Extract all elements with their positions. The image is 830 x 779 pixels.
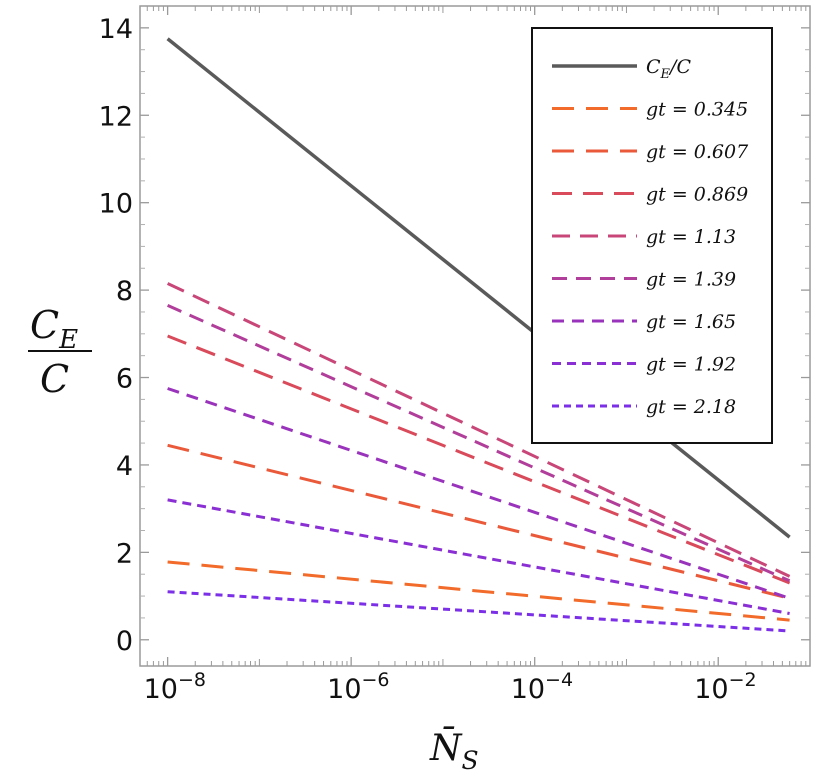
- y-tick-label: 6: [116, 364, 133, 395]
- y-tick-label: 8: [116, 276, 133, 307]
- series-line-0: [166, 37, 791, 539]
- svg-text:CE: CE: [30, 303, 78, 355]
- y-label-top-sub: E: [58, 325, 78, 355]
- series-line-6: [167, 387, 791, 600]
- x-label-sub: S: [462, 746, 479, 775]
- x-tick-label: 10−6: [327, 669, 389, 705]
- y-tick-label: 4: [116, 451, 133, 482]
- legend-label-8: gt = 2.18: [646, 396, 736, 418]
- legend-label-2: gt = 0.607: [646, 141, 749, 163]
- plot-frame: [139, 5, 811, 667]
- legend-label-4: gt = 1.13: [646, 226, 736, 248]
- y-tick-label: 10: [99, 189, 133, 220]
- series-line-4: [166, 282, 791, 578]
- legend-label-1: gt = 0.345: [646, 99, 748, 121]
- y-label-bottom: C: [40, 357, 69, 401]
- y-tick-label: 14: [99, 14, 133, 45]
- y-tick-label: 2: [116, 538, 133, 569]
- x-tick-label: 10−4: [511, 669, 573, 705]
- y-tick-label: 12: [99, 101, 133, 132]
- x-label-main: N̄: [429, 726, 463, 769]
- x-tick-label: 10−2: [694, 669, 756, 705]
- series-line-8: [167, 590, 790, 633]
- legend-box: [531, 27, 773, 444]
- series-lines: [166, 37, 791, 633]
- legend-label-3: gt = 0.869: [646, 184, 748, 206]
- legend-label-6: gt = 1.65: [646, 311, 736, 333]
- x-axis-label: N̄S: [429, 726, 479, 775]
- y-label-top-main: C: [30, 303, 59, 347]
- series-line-3: [167, 334, 791, 585]
- series-line-2: [167, 443, 790, 600]
- series-line-1: [167, 560, 790, 622]
- series-line-5: [166, 304, 791, 583]
- legend-label-5: gt = 1.39: [646, 269, 736, 291]
- legend: CE/C gt = 0.345 gt = 0.607 gt = 0.869 gt = 1…: [531, 27, 773, 444]
- y-axis-label: CE C: [28, 303, 92, 401]
- legend-label-7: gt = 1.92: [646, 354, 736, 376]
- series-line-7: [167, 498, 790, 615]
- y-tick-label: 0: [116, 626, 133, 657]
- ticks: 0 2 4 6 8 10 12 14 10−8 10−6 10−4 10−2: [99, 6, 811, 705]
- legend-label-0: CE/C: [646, 56, 691, 82]
- x-tick-label: 10−8: [144, 669, 206, 705]
